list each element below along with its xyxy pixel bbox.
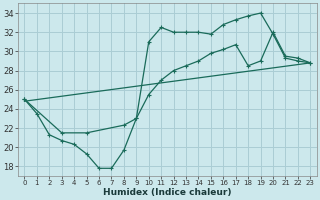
X-axis label: Humidex (Indice chaleur): Humidex (Indice chaleur) [103, 188, 232, 197]
